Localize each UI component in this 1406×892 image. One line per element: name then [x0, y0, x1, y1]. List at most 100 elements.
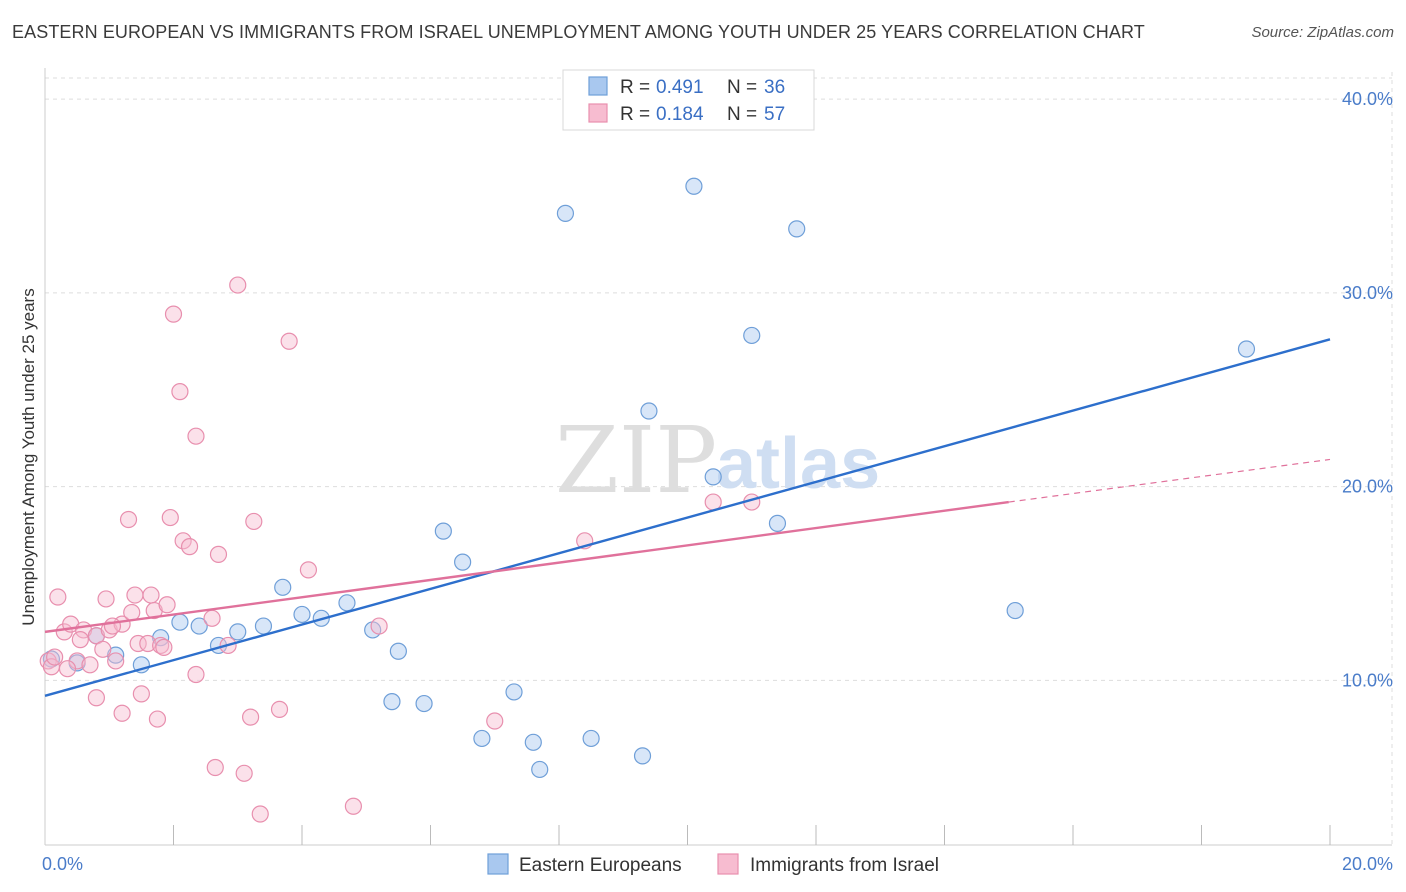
point-immigrants-israel — [142, 586, 160, 604]
point-eastern-europeans — [293, 605, 311, 624]
point-immigrants-israel — [251, 805, 269, 823]
legend-n-label: N = — [727, 77, 757, 98]
point-eastern-europeans — [556, 204, 575, 222]
point-eastern-europeans — [229, 623, 247, 641]
point-immigrants-israel — [235, 764, 253, 782]
point-eastern-europeans — [454, 553, 472, 571]
point-eastern-europeans — [531, 760, 549, 779]
y-tick-label: 10.0% — [1342, 670, 1393, 690]
point-eastern-europeans — [582, 729, 600, 748]
point-immigrants-israel — [103, 617, 122, 635]
point-eastern-europeans — [415, 694, 433, 713]
point-immigrants-israel — [123, 603, 141, 622]
point-immigrants-israel — [280, 332, 298, 350]
point-eastern-europeans — [524, 733, 542, 751]
legend-top: R = 0.491 N = 36 R = 0.184 N = 57 — [562, 69, 815, 131]
legend-r-label: R = — [620, 104, 650, 125]
legend-bottom-label: Immigrants from Israel — [750, 855, 939, 876]
watermark-zip: ZIP — [555, 407, 717, 514]
point-eastern-europeans — [743, 326, 761, 345]
y-tick-label: 40.0% — [1342, 89, 1393, 109]
point-eastern-europeans — [1006, 601, 1024, 620]
legend-n-value: 57 — [764, 104, 785, 125]
point-immigrants-israel — [187, 427, 205, 445]
point-immigrants-israel — [209, 545, 228, 563]
point-eastern-europeans — [640, 402, 658, 420]
point-immigrants-israel — [180, 538, 199, 556]
point-immigrants-israel — [229, 276, 247, 294]
legend-r-value: 0.184 — [656, 104, 704, 125]
legend-bottom-swatch — [487, 853, 509, 875]
point-immigrants-israel — [242, 708, 260, 726]
point-immigrants-israel — [58, 660, 77, 678]
point-immigrants-israel — [126, 586, 144, 604]
point-immigrants-israel — [486, 712, 504, 730]
point-immigrants-israel — [370, 617, 388, 635]
point-immigrants-israel — [119, 510, 138, 529]
point-immigrants-israel — [87, 689, 106, 707]
point-immigrants-israel — [164, 305, 183, 323]
point-eastern-europeans — [768, 514, 787, 532]
source-label: Source: ZipAtlas.com — [1251, 24, 1394, 41]
point-eastern-europeans — [383, 693, 401, 711]
point-immigrants-israel — [203, 609, 221, 627]
trend-line-immigrants-israel — [44, 500, 1009, 634]
legend-n-label: N = — [727, 104, 757, 125]
legend-r-value: 0.491 — [656, 77, 704, 98]
point-immigrants-israel — [155, 638, 173, 656]
legend-swatch — [588, 76, 608, 96]
legend-r-label: R = — [620, 77, 650, 98]
point-eastern-europeans — [473, 729, 491, 748]
point-immigrants-israel — [132, 685, 150, 703]
grid-layer — [45, 72, 1393, 845]
point-immigrants-israel — [49, 588, 67, 606]
x-tick-label: 0.0% — [42, 854, 83, 874]
point-immigrants-israel — [94, 640, 112, 658]
point-immigrants-israel — [46, 648, 64, 666]
y-tick-label: 30.0% — [1342, 283, 1393, 303]
point-immigrants-israel — [344, 797, 362, 815]
point-eastern-europeans — [633, 747, 652, 765]
point-eastern-europeans — [788, 220, 806, 238]
trend-line-eastern-europeans — [44, 338, 1331, 697]
x-tick-label: 20.0% — [1342, 854, 1393, 874]
point-eastern-europeans — [505, 683, 523, 701]
point-immigrants-israel — [245, 512, 263, 531]
point-immigrants-israel — [81, 656, 99, 674]
point-immigrants-israel — [174, 532, 192, 550]
point-eastern-europeans — [434, 522, 452, 540]
point-immigrants-israel — [139, 634, 157, 653]
point-eastern-europeans — [254, 617, 273, 635]
point-immigrants-israel — [158, 596, 176, 614]
axis-layer — [44, 68, 1392, 846]
point-immigrants-israel — [148, 710, 167, 728]
point-immigrants-israel — [129, 634, 147, 653]
tick-labels: 10.0% 20.0% 30.0% 40.0% 0.0% 20.0% — [42, 89, 1393, 874]
point-immigrants-israel — [161, 508, 179, 527]
point-eastern-europeans — [704, 468, 722, 486]
legend-n-value: 36 — [764, 77, 785, 98]
trend-layer — [44, 338, 1331, 697]
point-immigrants-israel — [206, 758, 224, 777]
legend-bottom: Eastern Europeans Immigrants from Israel — [487, 853, 939, 876]
y-tick-label: 20.0% — [1342, 477, 1393, 497]
chart-title: EASTERN EUROPEAN VS IMMIGRANTS FROM ISRA… — [12, 22, 1145, 42]
point-immigrants-israel — [171, 383, 189, 401]
point-immigrants-israel — [113, 704, 131, 722]
point-eastern-europeans — [190, 617, 208, 635]
point-eastern-europeans — [685, 177, 703, 195]
legend-swatch — [588, 103, 608, 123]
y-axis-label: Unemployment Among Youth under 25 years — [19, 288, 38, 625]
legend-bottom-swatch — [717, 853, 739, 875]
watermark: ZIP atlas — [555, 407, 880, 514]
point-immigrants-israel — [97, 590, 115, 608]
legend-bottom-label: Eastern Europeans — [519, 855, 682, 876]
point-eastern-europeans — [338, 594, 356, 612]
watermark-atlas: atlas — [716, 424, 880, 504]
point-immigrants-israel — [270, 700, 289, 718]
point-eastern-europeans — [274, 578, 292, 596]
trend-extension-immigrants-israel — [1008, 458, 1331, 503]
point-eastern-europeans — [171, 613, 189, 631]
point-immigrants-israel — [107, 652, 125, 670]
